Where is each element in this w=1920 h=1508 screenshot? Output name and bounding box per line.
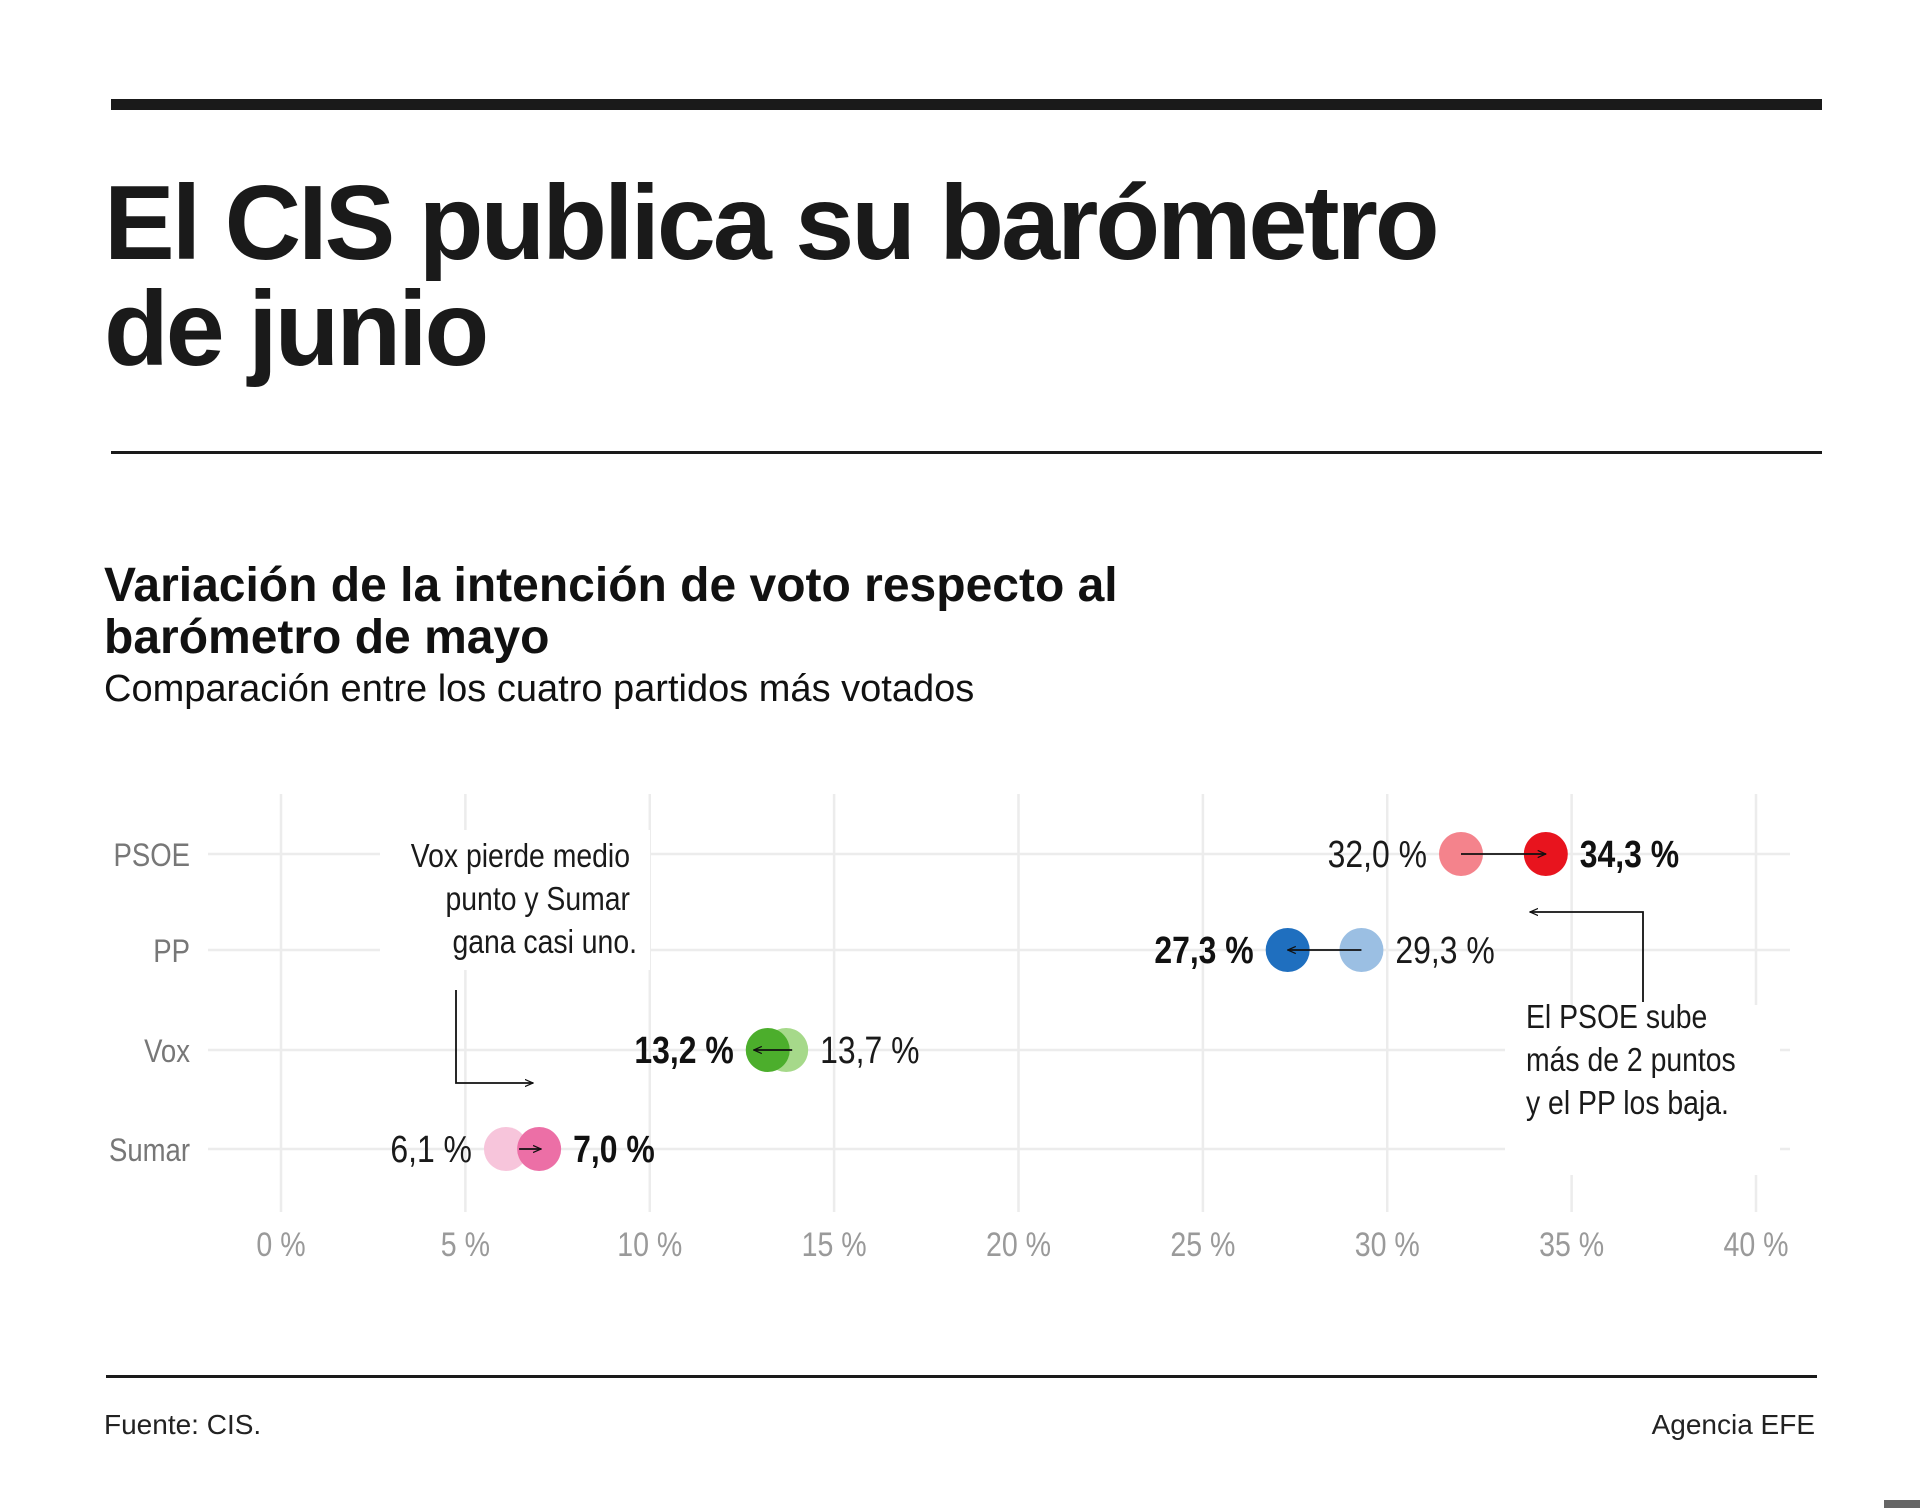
annotation-line: punto y Sumar: [445, 880, 630, 918]
chart-title-line-2: barómetro de mayo: [104, 611, 550, 664]
x-tick-label: 15 %: [802, 1226, 867, 1264]
annotation-line: Vox pierde medio: [411, 837, 630, 875]
value-label-previous: 32,0 %: [1328, 833, 1427, 875]
value-label-current: 7,0 %: [573, 1128, 655, 1170]
footer-divider: [106, 1375, 1817, 1378]
value-label-current: 27,3 %: [1154, 929, 1253, 971]
annotation-leader: [455, 990, 533, 1083]
category-label: Sumar: [109, 1133, 190, 1168]
x-tick-label: 5 %: [441, 1226, 490, 1264]
x-tick-label: 10 %: [617, 1226, 682, 1264]
chart-subtitle: Comparación entre los cuatro partidos má…: [104, 668, 975, 710]
credit-note: Agencia EFE: [1651, 1409, 1815, 1440]
value-label-previous: 29,3 %: [1395, 929, 1494, 971]
title-divider: [111, 451, 1822, 454]
page-title-line-1: El CIS publica su barómetro: [104, 164, 1440, 282]
value-label-previous: 6,1 %: [390, 1128, 472, 1170]
x-tick-label: 20 %: [986, 1226, 1051, 1264]
category-label: Vox: [144, 1034, 190, 1069]
x-tick-label: 35 %: [1539, 1226, 1604, 1264]
annotation-line: más de 2 puntos: [1526, 1041, 1736, 1079]
annotation-line: El PSOE sube: [1526, 998, 1707, 1036]
value-label-previous: 13,7 %: [820, 1029, 919, 1071]
annotation-line: y el PP los baja.: [1526, 1084, 1729, 1122]
x-tick-label: 40 %: [1723, 1226, 1788, 1264]
annotation-line: gana casi uno.: [452, 923, 637, 961]
corner-mark: [1884, 1500, 1920, 1508]
category-label: PP: [153, 934, 190, 969]
annotation-mask: [380, 830, 650, 970]
value-label-current: 13,2 %: [634, 1029, 733, 1071]
chart-title-line-1: Variación de la intención de voto respec…: [104, 559, 1118, 612]
dumbbell-chart: 0 % 5 % 10 % 15 % 20 % 25 % 30 % 35 % 40 % PSOE PP…: [109, 794, 1790, 1264]
category-label: PSOE: [114, 838, 190, 873]
chart-title: Variación de la intención de voto respec…: [104, 560, 1404, 664]
x-tick-label: 0 %: [256, 1226, 305, 1264]
source-note: Fuente: CIS.: [104, 1409, 262, 1440]
dot-previous: [483, 1127, 528, 1171]
top-rule: [111, 99, 1822, 110]
annotation-mask: [1505, 1005, 1780, 1175]
page-title: El CIS publica su barómetro de junio: [104, 170, 1604, 382]
annotation-leader: [1530, 912, 1644, 1002]
x-tick-label: 25 %: [1170, 1226, 1235, 1264]
page-title-line-2: de junio: [104, 270, 489, 388]
value-label-current: 34,3 %: [1580, 833, 1679, 875]
x-tick-label: 30 %: [1355, 1226, 1420, 1264]
